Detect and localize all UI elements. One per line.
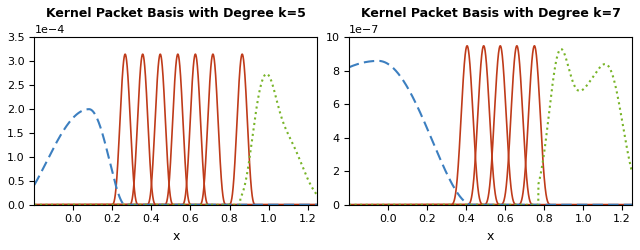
Title: Kernel Packet Basis with Degree k=5: Kernel Packet Basis with Degree k=5 — [46, 7, 306, 20]
X-axis label: x: x — [172, 230, 180, 243]
Title: Kernel Packet Basis with Degree k=7: Kernel Packet Basis with Degree k=7 — [360, 7, 620, 20]
X-axis label: x: x — [487, 230, 494, 243]
